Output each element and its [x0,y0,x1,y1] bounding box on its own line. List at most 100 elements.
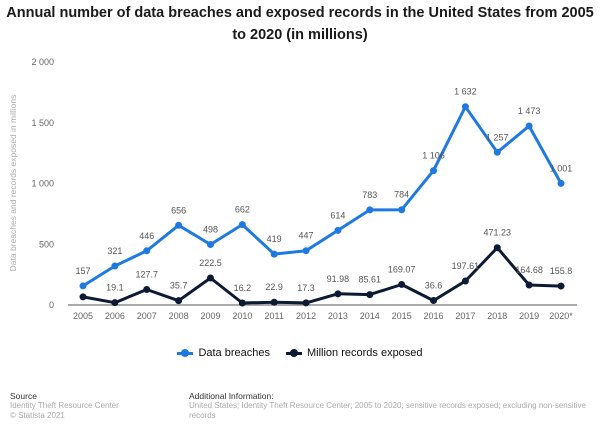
additional-info-text: United States; Identity Theft Resource C… [189,401,586,420]
data-label: 614 [330,210,345,220]
x-tick-label: 2016 [424,311,444,321]
data-label: 19.1 [106,283,124,293]
data-point [493,244,501,252]
y-tick-label: 500 [39,239,54,249]
data-label: 1 106 [422,151,445,161]
data-label: 1 473 [518,106,541,116]
copyright: © Statista 2021 [10,411,65,420]
data-label: 783 [362,190,377,200]
data-label: 35.7 [170,281,188,291]
data-point [557,282,565,290]
data-point [557,179,565,187]
data-point [143,247,151,255]
data-point [430,297,438,305]
x-tick-label: 2017 [455,311,475,321]
data-point [334,290,342,298]
data-point [175,221,183,229]
series-line-records-exposed [82,246,562,305]
data-point [270,298,278,306]
data-point [111,262,119,270]
source-block: Source Identity Theft Resource Center © … [10,391,119,421]
data-point [525,122,533,130]
x-tick-label: 2005 [73,311,93,321]
data-point [143,285,151,293]
x-tick-label: 2018 [487,311,507,321]
legend: Data breaches Million records exposed [0,347,600,359]
series-line-data-breaches [82,105,563,288]
data-label: 471.23 [484,228,512,238]
additional-info-block: Additional Information: United States; I… [189,391,600,421]
source-name[interactable]: Identity Theft Resource Center [10,401,119,410]
y-tick-label: 1 500 [31,118,54,128]
data-point [238,299,246,307]
data-label: 419 [267,234,282,244]
x-tick-label: 2007 [137,311,157,321]
data-label: 656 [171,205,186,215]
x-tick-label: 2014 [360,311,380,321]
data-label: 17.3 [297,283,315,293]
x-tick-label: 2006 [105,311,125,321]
x-tick-label: 2011 [265,311,284,321]
x-tick-label: 2013 [328,311,348,321]
x-tick-label: 2008 [169,311,189,321]
data-point [206,240,214,248]
x-tick-label: 2019 [519,311,539,321]
y-tick-label: 1 000 [31,179,54,189]
data-label: 498 [203,224,218,234]
data-point [270,250,278,258]
data-point [493,148,501,156]
data-label: 155.8 [550,266,573,276]
data-label: 85.61 [359,275,382,285]
data-label: 662 [235,205,250,215]
data-point [398,280,406,288]
legend-item-records-exposed[interactable]: Million records exposed [285,347,423,359]
data-point [366,206,374,214]
data-point [206,274,214,282]
data-label: 22.9 [265,282,283,292]
source-heading: Source [10,391,37,401]
data-label: 197.61 [452,261,480,271]
data-label: 157 [75,266,90,276]
data-point [302,299,310,307]
data-point [79,293,87,301]
data-point [366,291,374,299]
legend-item-data-breaches[interactable]: Data breaches [177,347,270,359]
y-tick-label: 2 000 [31,57,54,67]
data-point [461,277,469,285]
data-label: 447 [299,231,314,241]
data-point [461,103,469,111]
x-tick-label: 2015 [392,311,412,321]
x-tick-label: 2009 [200,311,220,321]
data-label: 321 [107,246,122,256]
data-label: 1 257 [486,132,509,142]
legend-swatch-data-breaches [177,348,194,358]
y-tick-label: 0 [49,300,54,310]
data-label: 1 632 [454,87,477,97]
data-point [334,226,342,234]
x-tick-label: 2020* [549,311,573,321]
x-tick-label: 2012 [296,311,316,321]
legend-label: Data breaches [198,347,270,359]
chart-title: Annual number of data breaches and expos… [6,5,594,43]
data-point [175,297,183,305]
data-point [398,206,406,214]
legend-swatch-records-exposed [285,348,302,358]
data-label: 16.2 [234,283,252,293]
data-point [302,247,310,255]
y-axis-label: Data breaches and records exposed in mil… [8,94,18,272]
data-point [525,281,533,289]
additional-info-heading: Additional Information: [189,391,274,401]
data-point [111,299,119,307]
data-label: 91.98 [327,274,350,284]
data-label: 169.07 [388,264,416,274]
data-label: 222.5 [199,258,222,268]
data-point [430,167,438,175]
x-tick-label: 2010 [232,311,252,321]
data-point [238,221,246,229]
data-point [79,282,87,290]
data-label: 36.6 [425,281,443,291]
data-label: 127.7 [135,269,158,279]
data-label: 164.68 [515,265,543,275]
data-label: 784 [394,190,409,200]
